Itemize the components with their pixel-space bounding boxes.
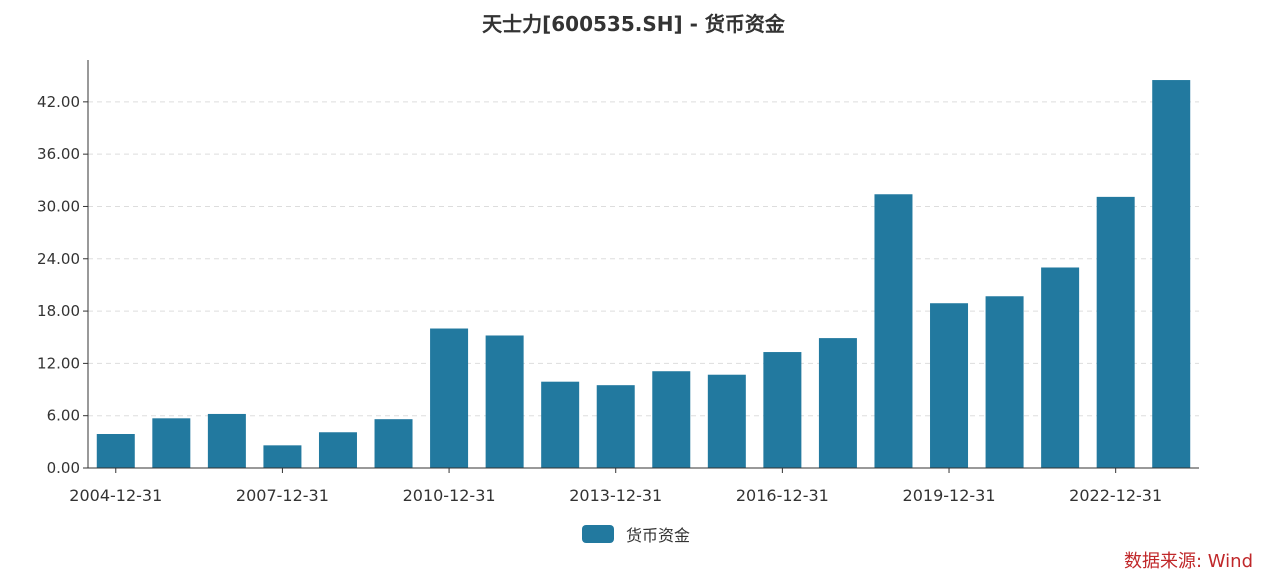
bar — [318, 432, 357, 468]
x-tick-label: 2022-12-31 — [1069, 486, 1162, 505]
bar — [1041, 267, 1080, 468]
bar — [96, 434, 135, 468]
y-tick-label: 42.00 — [37, 93, 80, 111]
source-note: 数据来源: Wind — [1123, 551, 1253, 572]
bar — [541, 381, 580, 468]
x-tick-label: 2007-12-31 — [236, 486, 329, 505]
y-tick-label: 18.00 — [37, 302, 80, 320]
bar — [596, 385, 635, 468]
bar — [763, 352, 802, 468]
legend-swatch — [582, 525, 614, 543]
y-tick-label: 30.00 — [37, 197, 80, 215]
chart-title: 天士力[600535.SH] - 货币资金 — [482, 12, 785, 36]
bar — [430, 328, 469, 468]
legend-label: 货币资金 — [626, 526, 691, 545]
bar — [652, 371, 691, 468]
bar — [485, 335, 524, 468]
y-tick-label: 0.00 — [47, 459, 80, 477]
x-tick-label: 2016-12-31 — [736, 486, 829, 505]
legend[interactable]: 货币资金 — [582, 522, 690, 546]
x-tick-label: 2013-12-31 — [569, 486, 662, 505]
bar — [930, 303, 969, 468]
bar — [874, 194, 913, 468]
bar — [818, 338, 857, 468]
bar — [152, 418, 191, 468]
bar — [985, 296, 1024, 468]
bar — [374, 419, 413, 468]
y-tick-label: 12.00 — [37, 354, 80, 372]
x-tick-label: 2004-12-31 — [69, 486, 162, 505]
bar — [263, 445, 302, 468]
y-tick-label: 24.00 — [37, 250, 80, 268]
bar — [707, 374, 746, 468]
bar — [207, 413, 246, 468]
y-tick-label: 6.00 — [47, 407, 80, 425]
x-tick-label: 2019-12-31 — [903, 486, 996, 505]
x-tick-label: 2010-12-31 — [403, 486, 496, 505]
bar — [1152, 80, 1191, 469]
bar — [1096, 196, 1135, 468]
y-tick-label: 36.00 — [37, 145, 80, 163]
